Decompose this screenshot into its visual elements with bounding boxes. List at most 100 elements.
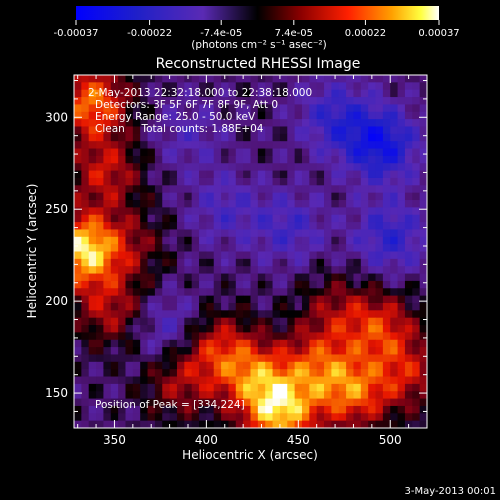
heatmap-cell bbox=[213, 325, 222, 333]
heatmap-cell bbox=[110, 126, 119, 135]
heatmap-cell bbox=[265, 236, 273, 245]
heatmap-cell bbox=[88, 317, 97, 326]
heatmap-cell bbox=[191, 413, 200, 422]
heatmap-cell bbox=[287, 273, 296, 282]
heatmap-cell bbox=[81, 236, 90, 245]
heatmap-cell bbox=[257, 332, 266, 341]
heatmap-cell bbox=[176, 405, 185, 414]
heatmap-cell bbox=[404, 104, 413, 113]
heatmap-cell bbox=[324, 369, 332, 377]
heatmap-cell bbox=[301, 332, 310, 341]
heatmap-cell bbox=[96, 266, 104, 274]
heatmap-cell bbox=[118, 82, 126, 91]
heatmap-cell bbox=[309, 104, 318, 113]
heatmap-cell bbox=[309, 354, 318, 363]
heatmap-cell bbox=[368, 222, 376, 230]
heatmap-cell bbox=[272, 192, 281, 201]
heatmap-cell bbox=[390, 383, 398, 392]
heatmap-cell bbox=[154, 192, 163, 201]
heatmap-cell bbox=[338, 97, 347, 105]
heatmap-cell bbox=[96, 192, 104, 201]
heatmap-cell bbox=[287, 258, 296, 267]
heatmap-cell bbox=[199, 133, 207, 142]
heatmap-cell bbox=[213, 391, 222, 399]
heatmap-cell bbox=[412, 258, 421, 267]
heatmap-cell bbox=[228, 325, 237, 333]
heatmap-cell bbox=[206, 310, 215, 319]
heatmap-cell bbox=[228, 347, 237, 355]
heatmap-cell bbox=[235, 141, 244, 149]
heatmap-cell bbox=[390, 258, 398, 267]
heatmap-cell bbox=[176, 163, 185, 171]
heatmap-cell bbox=[199, 398, 207, 407]
heatmap-cell bbox=[132, 89, 141, 98]
heatmap-cell bbox=[412, 133, 421, 142]
heatmap-cell bbox=[404, 295, 413, 304]
heatmap-cell bbox=[140, 354, 148, 363]
heatmap-cell bbox=[316, 354, 325, 363]
heatmap-cell bbox=[118, 383, 126, 392]
colorbar-tick-label: 0.00037 bbox=[418, 28, 459, 39]
heatmap-cell bbox=[81, 310, 90, 319]
heatmap-cell bbox=[301, 420, 310, 429]
heatmap-cell bbox=[176, 391, 185, 399]
heatmap-cell bbox=[316, 251, 325, 260]
heatmap-cell bbox=[243, 251, 251, 260]
heatmap-cell bbox=[390, 398, 398, 407]
heatmap-cell bbox=[257, 376, 266, 385]
heatmap-cell bbox=[169, 170, 178, 179]
heatmap-cell bbox=[132, 192, 141, 201]
footer-date: 3-May-2013 00:01 bbox=[404, 486, 496, 497]
heatmap-cell bbox=[162, 222, 170, 230]
heatmap-cell bbox=[213, 111, 222, 120]
heatmap-cell bbox=[360, 325, 369, 333]
heatmap-cell bbox=[118, 185, 126, 194]
heatmap-cell bbox=[132, 133, 141, 142]
heatmap-cell bbox=[154, 347, 163, 355]
heatmap-cell bbox=[353, 251, 362, 260]
heatmap-cell bbox=[309, 126, 318, 135]
heatmap-cell bbox=[118, 398, 126, 407]
heatmap-cell bbox=[228, 310, 237, 319]
heatmap-cell bbox=[287, 111, 296, 120]
heatmap-cell bbox=[206, 104, 215, 113]
heatmap-cell bbox=[184, 133, 193, 142]
heatmap-cell bbox=[375, 97, 384, 105]
heatmap-cell bbox=[279, 236, 288, 245]
heatmap-cell bbox=[257, 163, 266, 171]
heatmap-cell bbox=[382, 244, 391, 252]
heatmap-cell bbox=[103, 347, 112, 355]
heatmap-cell bbox=[331, 273, 340, 282]
heatmap-cell bbox=[324, 177, 332, 186]
heatmap-cell bbox=[294, 332, 303, 341]
heatmap-cell bbox=[213, 141, 222, 149]
heatmap-cell bbox=[375, 141, 384, 149]
x-tick-label: 400 bbox=[195, 433, 218, 447]
heatmap-cell bbox=[74, 391, 82, 399]
heatmap-cell bbox=[103, 192, 112, 201]
heatmap-cell bbox=[96, 310, 104, 319]
heatmap-cell bbox=[316, 75, 325, 83]
heatmap-cell bbox=[191, 376, 200, 385]
heatmap-cell bbox=[397, 133, 406, 142]
heatmap-cell bbox=[360, 89, 369, 98]
heatmap-cell bbox=[74, 354, 82, 363]
heatmap-cell bbox=[221, 317, 229, 326]
heatmap-cell bbox=[397, 207, 406, 216]
heatmap-cell bbox=[140, 111, 148, 120]
heatmap-cell bbox=[309, 413, 318, 422]
heatmap-cell bbox=[221, 97, 229, 105]
heatmap-cell bbox=[169, 155, 178, 164]
heatmap-cell bbox=[250, 383, 259, 392]
heatmap-cell bbox=[228, 332, 237, 341]
heatmap-cell bbox=[265, 420, 273, 429]
heatmap-cell bbox=[257, 89, 266, 98]
heatmap-cell bbox=[419, 288, 428, 297]
heatmap-cell bbox=[221, 82, 229, 91]
heatmap-cell bbox=[338, 104, 347, 113]
heatmap-cell bbox=[228, 82, 237, 91]
heatmap-cell bbox=[213, 383, 222, 392]
heatmap-cell bbox=[390, 288, 398, 297]
heatmap-cell bbox=[162, 141, 170, 149]
heatmap-cell bbox=[272, 229, 281, 238]
